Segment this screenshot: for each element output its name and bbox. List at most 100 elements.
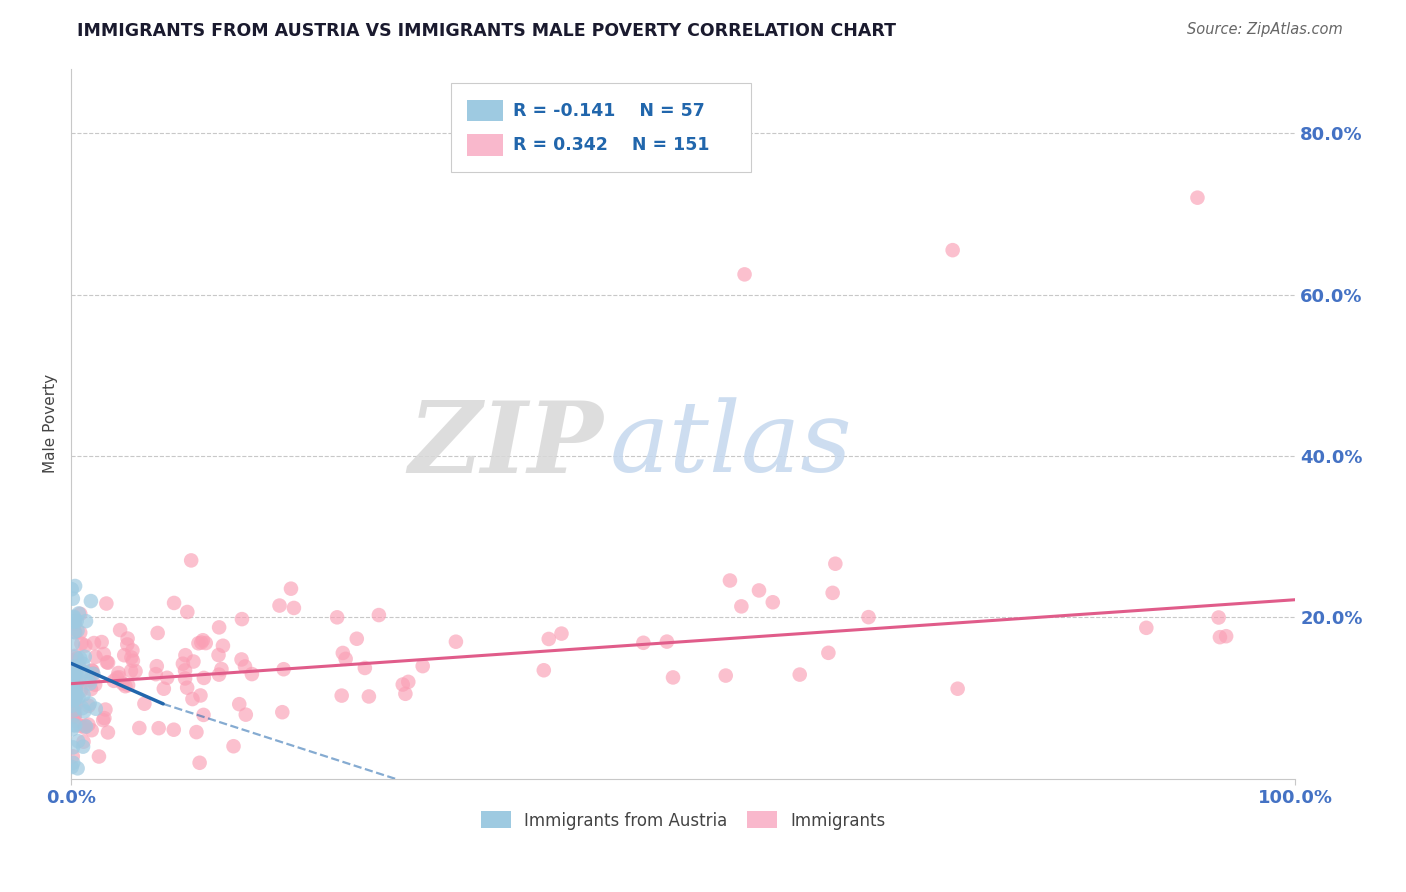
Point xyxy=(77,717,100,731)
Point xyxy=(63,616,86,631)
Point xyxy=(208,667,231,681)
Point xyxy=(84,649,107,664)
Point xyxy=(824,557,846,571)
Point xyxy=(62,749,84,764)
Legend: Immigrants from Austria, Immigrants: Immigrants from Austria, Immigrants xyxy=(475,806,891,835)
Point xyxy=(83,636,105,650)
Point xyxy=(80,682,103,697)
Point xyxy=(62,671,84,685)
Point xyxy=(63,668,86,682)
Point xyxy=(145,667,167,681)
Point xyxy=(103,673,125,688)
Point xyxy=(80,664,103,678)
Point xyxy=(821,586,844,600)
Point xyxy=(332,646,354,660)
Point xyxy=(63,648,86,663)
Point xyxy=(65,691,87,706)
Point xyxy=(96,597,118,611)
Point xyxy=(655,634,678,648)
Point xyxy=(69,719,91,733)
Point xyxy=(181,692,204,706)
FancyBboxPatch shape xyxy=(467,100,503,121)
Point xyxy=(346,632,368,646)
Point xyxy=(283,601,305,615)
Point xyxy=(65,684,87,698)
Point xyxy=(330,689,353,703)
Point xyxy=(172,657,194,671)
Point xyxy=(211,662,233,676)
Point xyxy=(62,653,84,667)
Point xyxy=(231,652,253,666)
Point xyxy=(97,656,120,670)
Point xyxy=(65,698,87,712)
Point xyxy=(63,709,86,723)
Point xyxy=(66,676,89,690)
Point xyxy=(67,607,90,621)
Point xyxy=(128,721,150,735)
Point xyxy=(62,704,84,718)
Point xyxy=(233,659,256,673)
Point xyxy=(73,649,96,664)
Point xyxy=(62,663,84,677)
Point xyxy=(72,739,94,754)
Point xyxy=(75,639,97,653)
Point xyxy=(108,670,131,684)
Point xyxy=(537,632,560,646)
Point xyxy=(80,723,103,738)
Point xyxy=(222,739,245,754)
Point xyxy=(271,705,294,719)
Point xyxy=(163,723,186,737)
Point xyxy=(72,657,94,671)
Point xyxy=(72,665,94,679)
Point xyxy=(280,582,302,596)
Point xyxy=(79,676,101,690)
Point xyxy=(117,638,139,652)
Point xyxy=(69,625,91,640)
Point xyxy=(62,637,84,651)
Point xyxy=(117,632,139,646)
Point xyxy=(62,670,84,684)
Point xyxy=(65,680,87,694)
Point xyxy=(148,721,170,735)
Point xyxy=(714,668,737,682)
Point xyxy=(120,664,142,678)
Point xyxy=(60,760,83,774)
Point xyxy=(67,734,90,748)
Point xyxy=(176,681,198,695)
Point xyxy=(62,696,84,710)
Point xyxy=(208,620,231,634)
FancyBboxPatch shape xyxy=(467,135,503,156)
Point xyxy=(153,681,176,696)
Point xyxy=(62,756,84,770)
Point xyxy=(1135,621,1157,635)
Point xyxy=(60,689,83,703)
Point xyxy=(730,599,752,614)
Point xyxy=(111,676,134,690)
Point xyxy=(65,714,87,728)
Point xyxy=(191,633,214,648)
Point xyxy=(396,674,419,689)
Point xyxy=(391,677,413,691)
Point xyxy=(718,574,741,588)
Point xyxy=(146,659,169,673)
Point xyxy=(190,689,212,703)
Point xyxy=(193,707,215,722)
Point xyxy=(67,672,90,686)
Point xyxy=(207,648,229,662)
Point xyxy=(183,655,205,669)
Point xyxy=(1208,610,1230,624)
Point xyxy=(63,718,86,732)
Point xyxy=(91,713,114,727)
Point xyxy=(146,626,169,640)
Point xyxy=(105,671,128,685)
Point xyxy=(734,268,756,282)
Point xyxy=(1209,630,1232,644)
Text: IMMIGRANTS FROM AUSTRIA VS IMMIGRANTS MALE POVERTY CORRELATION CHART: IMMIGRANTS FROM AUSTRIA VS IMMIGRANTS MA… xyxy=(77,22,897,40)
Point xyxy=(942,243,965,257)
Point xyxy=(112,648,135,663)
Point xyxy=(62,740,84,755)
Point xyxy=(117,678,139,692)
Point xyxy=(62,610,84,624)
Point xyxy=(60,582,83,597)
Point xyxy=(444,634,467,648)
